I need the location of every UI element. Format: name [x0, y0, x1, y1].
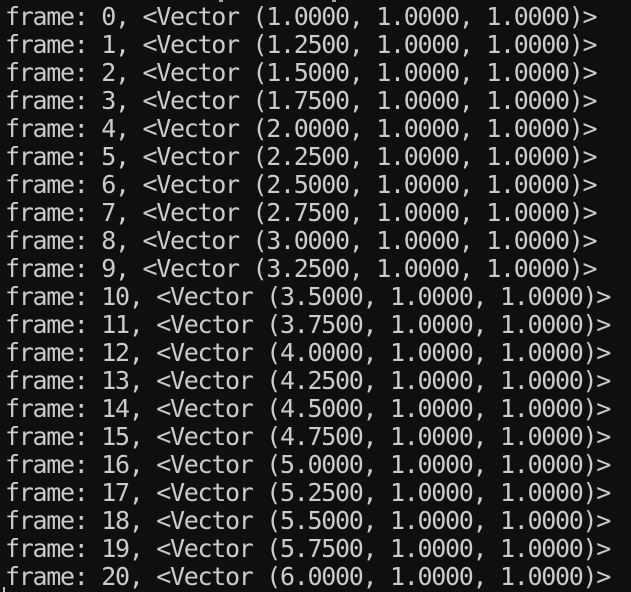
console-line: frame: 9, <Vector (3.2500, 1.0000, 1.000…: [5, 254, 598, 283]
console-line: frame: 17, <Vector (5.2500, 1.0000, 1.00…: [5, 478, 611, 507]
console-line: frame: 2, <Vector (1.5000, 1.0000, 1.000…: [5, 58, 598, 87]
console-line: frame: 18, <Vector (5.5000, 1.0000, 1.00…: [5, 506, 611, 535]
console-output: frame: 0, <Vector (1.0000, 1.0000, 1.000…: [5, 2, 611, 591]
console-line: frame: 15, <Vector (4.7500, 1.0000, 1.00…: [5, 422, 611, 451]
console-line: frame: 10, <Vector (3.5000, 1.0000, 1.00…: [5, 282, 611, 311]
console-line: frame: 7, <Vector (2.7500, 1.0000, 1.000…: [5, 198, 598, 227]
console-line: frame: 19, <Vector (5.7500, 1.0000, 1.00…: [5, 534, 611, 563]
console-line: frame: 12, <Vector (4.0000, 1.0000, 1.00…: [5, 338, 611, 367]
console-line: frame: 3, <Vector (1.7500, 1.0000, 1.000…: [5, 86, 598, 115]
console-line: frame: 13, <Vector (4.2500, 1.0000, 1.00…: [5, 366, 611, 395]
console-line: frame: 20, <Vector (6.0000, 1.0000, 1.00…: [5, 562, 611, 591]
console-line: frame: 16, <Vector (5.0000, 1.0000, 1.00…: [5, 450, 611, 479]
clipped-previous-line-remnant: [219, 0, 223, 2]
console-line: frame: 14, <Vector (4.5000, 1.0000, 1.00…: [5, 394, 611, 423]
console-line: frame: 4, <Vector (2.0000, 1.0000, 1.000…: [5, 114, 598, 143]
console-line: frame: 11, <Vector (3.7500, 1.0000, 1.00…: [5, 310, 611, 339]
clipped-next-line-remnant: [3, 587, 5, 592]
console-line: frame: 8, <Vector (3.0000, 1.0000, 1.000…: [5, 226, 598, 255]
clipped-previous-line-remnant: [332, 0, 336, 2]
console-line: frame: 1, <Vector (1.2500, 1.0000, 1.000…: [5, 30, 598, 59]
console-line: frame: 0, <Vector (1.0000, 1.0000, 1.000…: [5, 2, 598, 31]
console-line: frame: 5, <Vector (2.2500, 1.0000, 1.000…: [5, 142, 598, 171]
console-line: frame: 6, <Vector (2.5000, 1.0000, 1.000…: [5, 170, 598, 199]
